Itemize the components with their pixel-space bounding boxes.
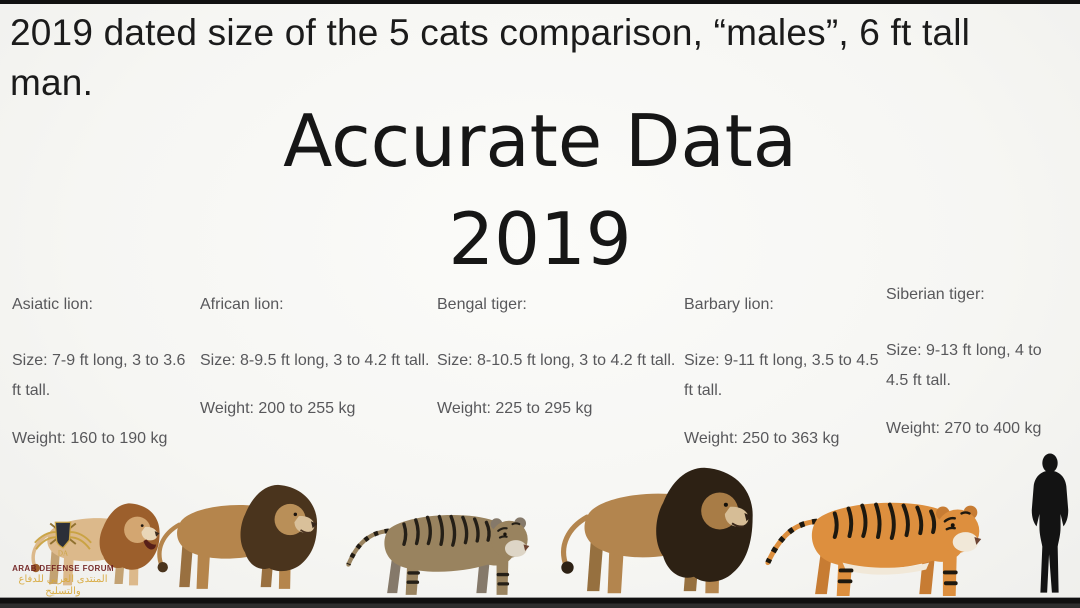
- lion-eye: [723, 502, 728, 507]
- lion-tail: [31, 532, 51, 570]
- lion-tail: [561, 514, 590, 570]
- main-heading: Accurate Data 2019: [0, 92, 1080, 288]
- watermark-logo: DA ARAB DEFENSE FORUM المنتدى العربي للد…: [8, 515, 118, 598]
- tiger-eye: [503, 532, 507, 536]
- tiger-eye: [950, 523, 955, 528]
- page-title: 2019 dated size of the 5 cats comparison…: [10, 12, 971, 103]
- cat-name: African lion:: [200, 296, 284, 313]
- lion-tail-tuft: [157, 562, 168, 573]
- african-lion-image: [157, 484, 318, 589]
- cat-name: Barbary lion:: [684, 296, 774, 313]
- tiger-hind-leg-far: [387, 556, 402, 594]
- cat-name: Asiatic lion:: [12, 296, 93, 313]
- lion-mouth: [300, 529, 311, 534]
- lion-nose: [154, 531, 160, 537]
- tiger-front-leg-near: [942, 554, 957, 597]
- cat-size: Size: 9-13 ft long, 4 to 4.5 ft tall.: [886, 342, 1042, 389]
- tiger-head-stripes: [943, 511, 971, 531]
- spec-column-african-lion: African lion: Size: 8-9.5 ft long, 3 to …: [200, 294, 437, 450]
- cat-weight: Weight: 200 to 255 kg: [200, 400, 356, 417]
- watermark-monogram: DA: [58, 550, 69, 558]
- lion-muzzle: [294, 515, 315, 533]
- cat-weight: Weight: 270 to 400 kg: [886, 420, 1042, 437]
- bengal-tiger-image: [346, 514, 530, 595]
- watermark-emblem-icon: DA: [34, 521, 92, 558]
- lion-hind-leg-far: [587, 535, 604, 592]
- bottom-letterbox-bar: [0, 597, 1080, 608]
- lion-muzzle: [724, 506, 749, 527]
- lion-eye: [140, 524, 144, 528]
- lion-tail: [157, 522, 182, 569]
- cat-size: Size: 8-10.5 ft long, 3 to 4.2 ft tall.: [437, 352, 676, 369]
- lion-tail-tuft: [31, 563, 40, 573]
- tiger-hind-leg-far: [815, 550, 832, 595]
- watermark-shield: [54, 521, 72, 549]
- siberian-tiger-image: [765, 502, 982, 597]
- lion-hind-leg-far: [49, 546, 61, 585]
- tiger-front-leg-near: [496, 559, 509, 595]
- spec-column-siberian-tiger: Siberian tiger: Size: 9-13 ft long, 4 to…: [886, 284, 1070, 440]
- watermark-text-english: ARAB DEFENSE FORUM: [12, 564, 114, 573]
- spec-column-barbary-lion: Barbary lion: Size: 9-11 ft long, 3.5 to…: [684, 294, 886, 450]
- top-letterbox-bar: [0, 0, 1080, 4]
- cat-spec-columns: Asiatic lion: Size: 7-9 ft long, 3 to 3.…: [12, 286, 1070, 450]
- tiger-nose: [523, 544, 530, 552]
- tiger-belly: [842, 562, 930, 575]
- cat-weight: Weight: 160 to 190 kg: [12, 430, 168, 447]
- tiger-stripes: [402, 514, 510, 586]
- lion-tail-tuft: [561, 561, 574, 574]
- spec-column-asiatic-lion: Asiatic lion: Size: 7-9 ft long, 3 to 3.…: [12, 294, 200, 450]
- tiger-nose: [974, 537, 982, 545]
- watermark-text-arabic: المنتدى العربي للدفاع والتسليح: [18, 574, 108, 597]
- lion-nose: [744, 513, 752, 522]
- lion-hind-leg-far: [179, 540, 194, 588]
- tiger-tail: [765, 518, 820, 566]
- cat-size: Size: 7-9 ft long, 3 to 3.6 ft tall.: [12, 352, 186, 399]
- lion-open-mouth: [143, 539, 157, 550]
- asiatic-lion-image: [31, 503, 160, 586]
- cat-size: Size: 8-9.5 ft long, 3 to 4.2 ft tall.: [200, 352, 430, 369]
- tiger-tail: [346, 528, 391, 567]
- tiger-muzzle: [504, 540, 527, 557]
- lion-mouth: [731, 522, 744, 528]
- tiger-head-stripes: [497, 522, 521, 539]
- barbary-lion-image: [561, 467, 753, 594]
- cat-name: Bengal tiger:: [437, 296, 527, 313]
- lion-eye: [293, 512, 298, 517]
- cat-size: Size: 9-11 ft long, 3.5 to 4.5 ft tall.: [684, 352, 879, 399]
- cat-weight: Weight: 250 to 363 kg: [684, 430, 840, 447]
- man-silhouette-image: [1031, 453, 1069, 593]
- man-figure: [1031, 453, 1069, 593]
- tiger-muzzle: [952, 532, 979, 552]
- cat-name: Siberian tiger:: [886, 286, 985, 303]
- heading-line-2: 2019: [448, 197, 632, 281]
- heading-line-1: Accurate Data: [283, 99, 797, 183]
- lion-muzzle: [141, 526, 158, 541]
- tiger-stripes: [832, 502, 958, 586]
- spec-column-bengal-tiger: Bengal tiger: Size: 8-10.5 ft long, 3 to…: [437, 294, 684, 450]
- lion-nose: [310, 521, 317, 529]
- cat-weight: Weight: 225 to 295 kg: [437, 400, 593, 417]
